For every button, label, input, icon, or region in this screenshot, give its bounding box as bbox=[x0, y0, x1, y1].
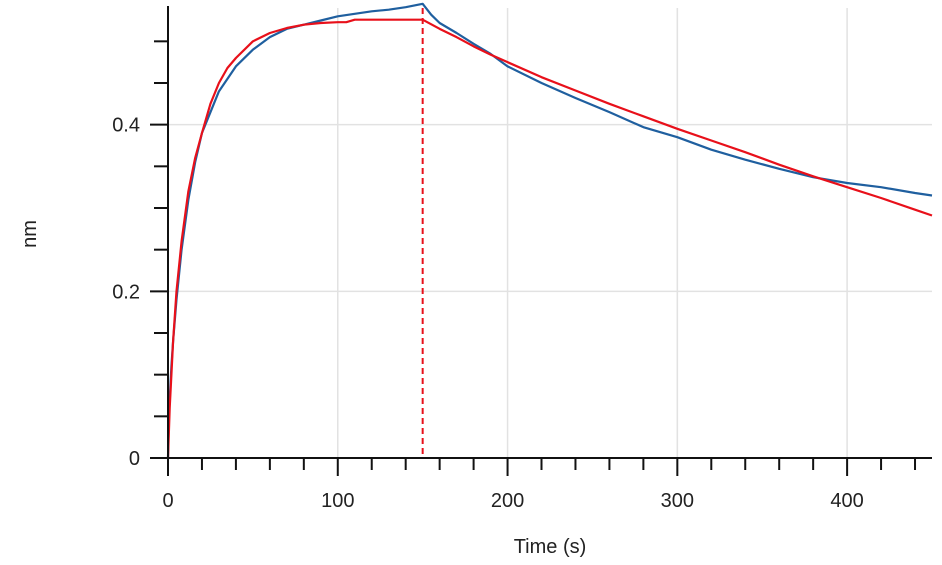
vertical-markers bbox=[167, 8, 424, 458]
grid-layer bbox=[168, 8, 932, 458]
x-axis-title: Time (s) bbox=[514, 536, 587, 558]
x-tick-label: 0 bbox=[162, 490, 173, 512]
labels-layer: 0 100 200 300 400 0 0.2 0.4 Time (s) nm bbox=[19, 115, 864, 558]
y-tick-label: 0 bbox=[129, 448, 140, 470]
series-layer bbox=[166, 2, 933, 459]
x-tick-label: 100 bbox=[321, 490, 354, 512]
y-tick-label: 0.2 bbox=[112, 281, 140, 303]
x-tick-label: 200 bbox=[491, 490, 524, 512]
x-tick-label: 300 bbox=[661, 490, 694, 512]
axes-layer bbox=[150, 6, 932, 476]
series-line-2 bbox=[166, 18, 933, 459]
series-line-1 bbox=[166, 2, 933, 459]
x-tick-label: 400 bbox=[830, 490, 863, 512]
y-axis-title: nm bbox=[19, 220, 41, 248]
y-tick-label: 0.4 bbox=[112, 115, 140, 137]
